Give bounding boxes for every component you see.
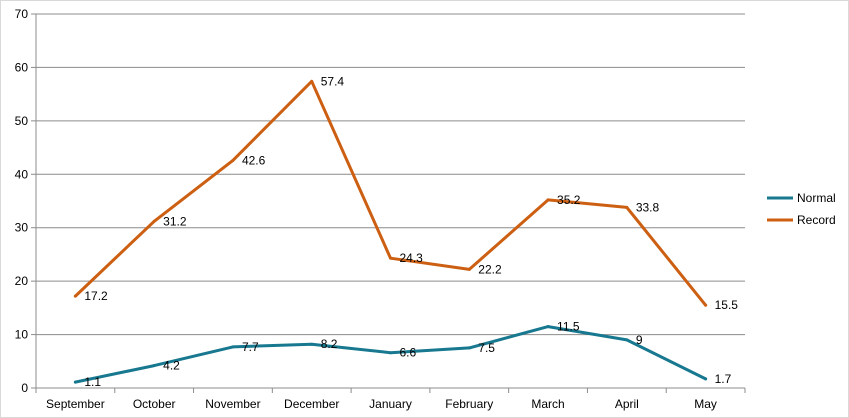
y-tick-label: 50 bbox=[15, 114, 29, 128]
legend-label-record: Record bbox=[797, 213, 836, 227]
data-point-normal bbox=[704, 377, 708, 381]
y-tick-label: 0 bbox=[21, 381, 28, 395]
data-label-normal: 11.5 bbox=[557, 320, 580, 334]
data-label-normal: 9 bbox=[636, 333, 643, 347]
y-tick-label: 40 bbox=[15, 167, 29, 181]
y-tick-label: 60 bbox=[15, 60, 29, 74]
x-axis-ticks: September October November December January F… bbox=[35, 388, 746, 411]
data-label-normal: 6.6 bbox=[400, 346, 417, 360]
data-labels: 1.1 4.2 7.7 8.2 6.6 7.5 11.5 9 1.7 17.2 31.2 42.6 57… bbox=[84, 74, 738, 389]
x-tick-label: October bbox=[133, 397, 176, 411]
data-label-record: 31.2 bbox=[163, 214, 187, 228]
data-point-normal bbox=[231, 345, 235, 349]
data-point-record bbox=[310, 79, 314, 83]
data-label-normal: 1.1 bbox=[84, 375, 101, 389]
y-axis-ticks: 0 10 20 30 40 50 60 70 bbox=[15, 7, 36, 395]
data-point-normal bbox=[625, 338, 629, 342]
data-label-record: 17.2 bbox=[84, 289, 108, 303]
data-label-record: 57.4 bbox=[321, 74, 345, 88]
y-tick-label: 30 bbox=[15, 221, 29, 235]
data-point-normal bbox=[310, 342, 314, 346]
data-label-normal: 8.2 bbox=[321, 337, 338, 351]
data-point-normal bbox=[152, 364, 156, 368]
data-point-record bbox=[73, 294, 77, 298]
data-label-normal: 1.7 bbox=[715, 372, 732, 386]
x-tick-label: January bbox=[369, 397, 412, 411]
series-lines bbox=[73, 79, 708, 384]
x-tick-label: September bbox=[46, 397, 105, 411]
data-point-normal bbox=[389, 351, 392, 355]
x-tick-label: November bbox=[205, 397, 260, 411]
data-point-record bbox=[625, 205, 629, 209]
x-tick-label: December bbox=[284, 397, 339, 411]
axes bbox=[35, 14, 745, 389]
data-point-record bbox=[389, 256, 392, 260]
data-point-record bbox=[546, 198, 550, 202]
legend-label-normal: Normal bbox=[797, 191, 836, 205]
y-tick-label: 10 bbox=[15, 328, 29, 342]
data-point-record bbox=[231, 158, 235, 162]
data-label-record: 15.5 bbox=[715, 298, 739, 312]
gridlines bbox=[36, 13, 745, 336]
y-tick-label: 70 bbox=[15, 7, 29, 21]
legend: Normal Record bbox=[767, 191, 836, 227]
data-point-record bbox=[467, 267, 471, 271]
data-label-record: 42.6 bbox=[242, 153, 266, 167]
data-label-normal: 4.2 bbox=[163, 359, 180, 373]
data-point-normal bbox=[467, 346, 471, 350]
data-point-normal bbox=[73, 380, 77, 384]
data-label-normal: 7.5 bbox=[478, 341, 495, 355]
data-point-normal bbox=[546, 325, 550, 329]
data-label-normal: 7.7 bbox=[242, 340, 259, 354]
x-tick-label: April bbox=[615, 397, 639, 411]
x-tick-label: March bbox=[531, 397, 564, 411]
data-point-record bbox=[704, 303, 708, 307]
x-tick-label: February bbox=[445, 397, 493, 411]
x-tick-label: May bbox=[694, 397, 717, 411]
data-label-record: 22.2 bbox=[478, 262, 502, 276]
data-label-record: 24.3 bbox=[400, 251, 424, 265]
data-label-record: 33.8 bbox=[636, 200, 660, 214]
data-label-record: 35.2 bbox=[557, 193, 581, 207]
data-point-record bbox=[152, 219, 156, 223]
y-tick-label: 20 bbox=[15, 274, 29, 288]
series-line-record bbox=[73, 79, 708, 307]
